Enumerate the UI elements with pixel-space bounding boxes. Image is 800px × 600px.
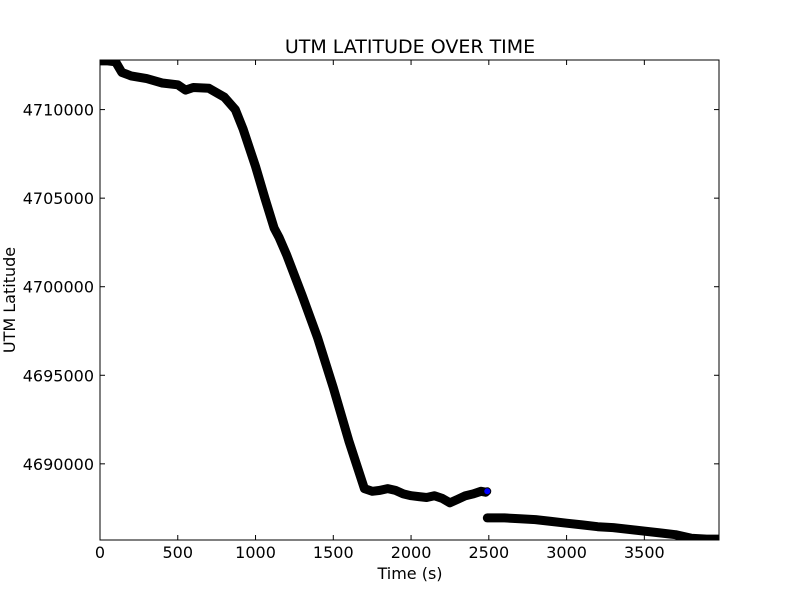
y-tick-label: 4690000 <box>23 455 94 474</box>
y-tick-label: 4705000 <box>23 189 94 208</box>
highlight-point <box>483 487 492 496</box>
x-tick-label: 2500 <box>468 543 509 562</box>
y-tick-label: 4700000 <box>23 278 94 297</box>
series-line <box>482 513 719 540</box>
plot-frame <box>99 59 720 541</box>
x-tick-label: 2000 <box>391 543 432 562</box>
chart-title: UTM LATITUDE OVER TIME <box>285 36 535 58</box>
y-tick-label: 4710000 <box>23 101 94 120</box>
x-axis: 0 500 1000 1500 2000 2500 3000 3500 <box>95 60 665 562</box>
x-tick-label: 1000 <box>235 543 276 562</box>
data-layer <box>100 60 719 540</box>
y-axis: 4690000 4695000 4700000 4705000 4710000 <box>23 101 719 474</box>
series-line <box>100 60 491 508</box>
x-tick-label: 3000 <box>546 543 587 562</box>
x-tick-label: 3500 <box>624 543 665 562</box>
x-axis-label: Time (s) <box>376 564 442 583</box>
x-tick-label: 1500 <box>313 543 354 562</box>
series-trail <box>100 60 719 540</box>
y-tick-label: 4695000 <box>23 366 94 385</box>
x-tick-label: 500 <box>162 543 193 562</box>
y-axis-label: UTM Latitude <box>0 247 19 353</box>
x-tick-label: 0 <box>95 543 105 562</box>
